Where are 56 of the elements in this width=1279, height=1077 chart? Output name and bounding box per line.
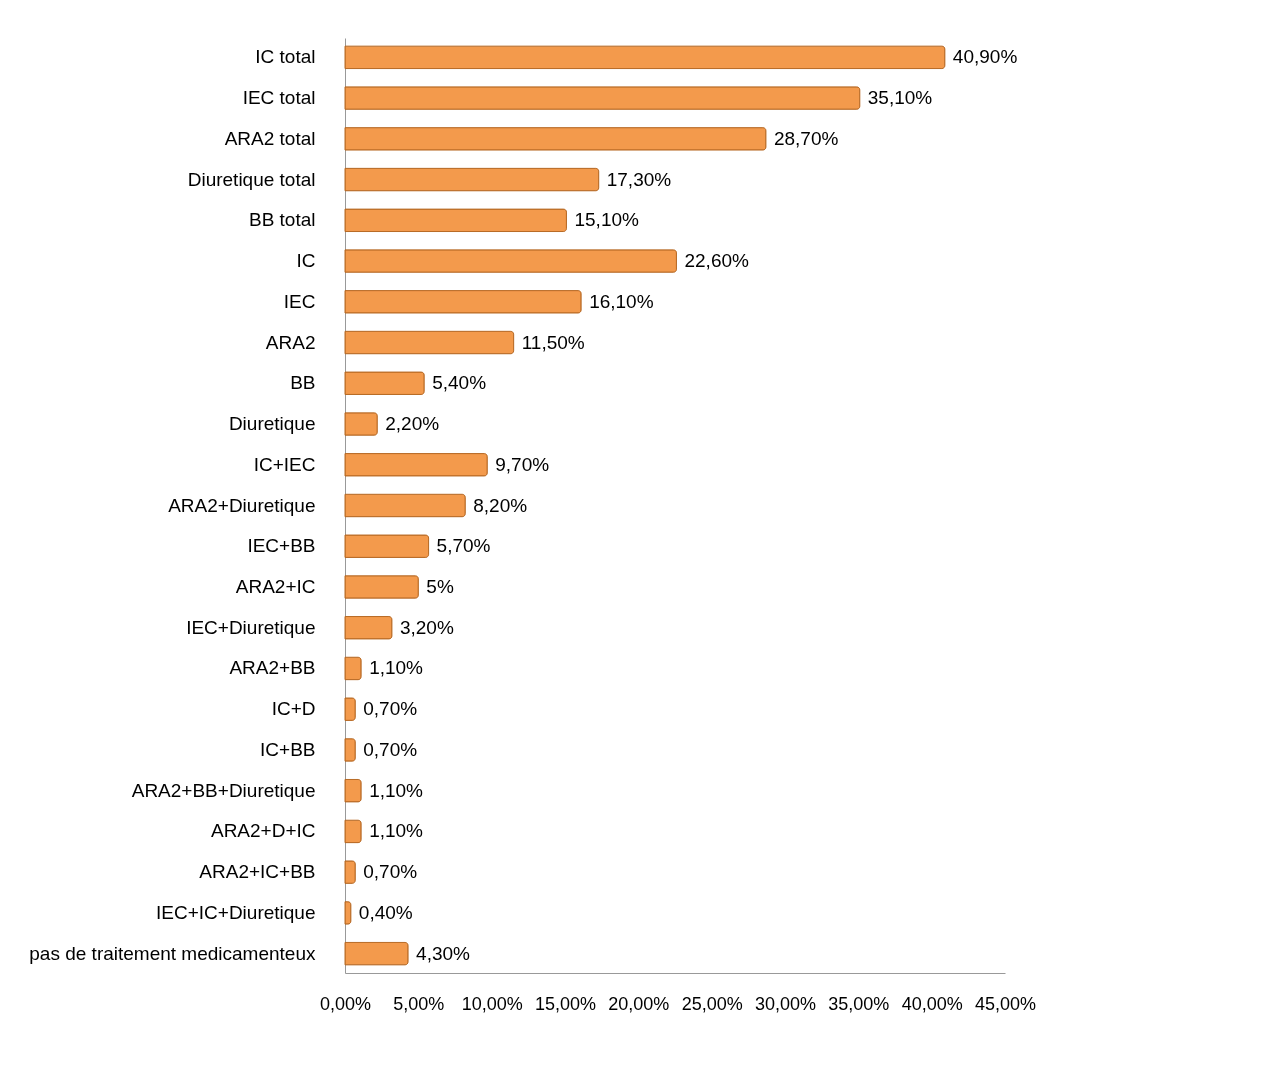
data-label: 2,20%: [385, 413, 440, 435]
data-label: 0,70%: [363, 861, 418, 883]
x-tick-label: 20,00%: [608, 993, 670, 1014]
x-tick-label: 40,00%: [901, 993, 963, 1014]
data-label: 4,30%: [416, 942, 471, 964]
data-label: 5%: [426, 575, 454, 597]
y-tick-label: IEC+Diuretique: [186, 616, 316, 638]
data-label: 9,70%: [495, 453, 550, 475]
data-label: 11,50%: [521, 331, 585, 353]
y-tick-label: IEC+IC+Diuretique: [156, 901, 316, 923]
y-tick-label: ARA2: [265, 331, 316, 353]
x-tick-label: 10,00%: [461, 993, 523, 1014]
y-tick-label: ARA2+IC: [235, 575, 316, 597]
y-tick-label: ARA2+D+IC: [210, 820, 316, 842]
y-tick-label: ARA2+IC+BB: [199, 861, 316, 883]
data-label: 1,10%: [369, 657, 424, 679]
y-tick-label: ARA2 total: [224, 127, 316, 149]
data-label: 17,30%: [606, 168, 672, 190]
data-label: 28,70%: [773, 127, 839, 149]
data-label: 3,20%: [399, 616, 454, 638]
data-label: 1,10%: [369, 820, 424, 842]
y-tick-label: Diuretique: [228, 413, 316, 435]
y-tick-label: BB total: [248, 209, 316, 231]
data-label: 5,40%: [432, 372, 487, 394]
data-label: 22,60%: [684, 250, 750, 272]
y-tick-label: IC+BB: [260, 738, 316, 760]
x-tick-label: 15,00%: [534, 993, 597, 1014]
y-tick-label: IEC: [283, 290, 316, 312]
data-label: 0,70%: [363, 698, 418, 720]
y-tick-label: IEC+BB: [247, 535, 316, 557]
x-tick-label: 35,00%: [828, 993, 890, 1014]
data-label: 0,70%: [363, 738, 418, 760]
y-tick-label: IC+D: [271, 698, 316, 720]
data-label: 40,90%: [952, 46, 1018, 68]
y-tick-label: IEC total: [242, 87, 316, 109]
data-label: 16,10%: [589, 290, 654, 312]
y-tick-label: BB: [290, 372, 316, 394]
y-tick-label: Diuretique total: [187, 168, 316, 190]
x-tick-label: 0,00%: [319, 993, 372, 1014]
y-tick-label: ARA2+BB+Diuretique: [131, 779, 316, 801]
data-label: 15,10%: [574, 209, 640, 231]
data-label: 8,20%: [473, 494, 528, 516]
y-tick-label: ARA2+BB: [229, 657, 316, 679]
x-tick-label: 5,00%: [393, 993, 445, 1014]
data-label: 1,10%: [369, 779, 424, 801]
data-label: 5,70%: [436, 535, 491, 557]
y-tick-label: pas de traitement medicamenteux: [29, 942, 316, 964]
y-tick-label: IC total: [255, 46, 316, 68]
data-label: 0,40%: [358, 901, 413, 923]
y-tick-label: IC+IEC: [253, 453, 316, 475]
y-tick-label: ARA2+Diuretique: [168, 494, 316, 516]
x-tick-label: 45,00%: [974, 993, 1037, 1014]
y-tick-label: IC: [296, 250, 316, 272]
data-label: 35,10%: [867, 87, 933, 109]
x-tick-label: 25,00%: [681, 993, 743, 1014]
x-tick-label: 30,00%: [754, 993, 817, 1014]
